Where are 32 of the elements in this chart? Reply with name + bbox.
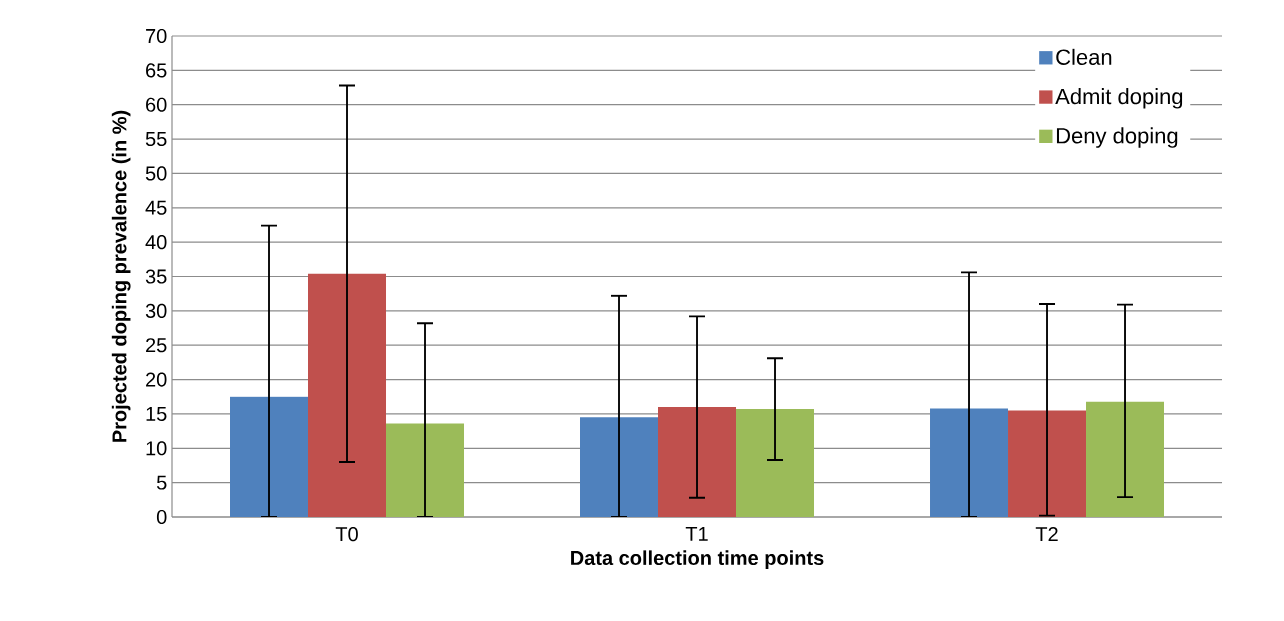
x-tick-label: T0 xyxy=(335,527,358,542)
y-tick-label: 10 xyxy=(146,441,167,456)
y-tick-label: 50 xyxy=(145,166,167,181)
y-tick-label: 35 xyxy=(145,269,167,284)
y-tick-label: 60 xyxy=(146,97,167,112)
bar xyxy=(658,407,737,517)
y-tick-label: 0 xyxy=(156,509,167,525)
legend-label: Deny doping xyxy=(1056,127,1178,148)
y-tick-label: 20 xyxy=(146,372,167,387)
legend-label: Clean xyxy=(1056,48,1112,65)
x-axis-title: Data collection time points xyxy=(571,550,824,569)
bar xyxy=(580,417,659,517)
bar xyxy=(386,423,465,517)
y-tick-label: 55 xyxy=(145,132,167,147)
bar xyxy=(736,409,815,517)
bar xyxy=(930,408,1009,517)
y-tick-label: 5 xyxy=(156,475,167,490)
bar xyxy=(230,396,309,517)
y-tick-label: 45 xyxy=(145,200,167,215)
y-tick-label: 40 xyxy=(145,235,167,250)
y-tick-label: 65 xyxy=(146,63,167,78)
bar xyxy=(308,273,387,517)
y-tick-label: 30 xyxy=(145,303,167,318)
x-tick-label: T1 xyxy=(685,527,708,541)
x-tick-label: T2 xyxy=(1035,527,1058,542)
bar xyxy=(1086,401,1165,517)
y-axis-title: Projected doping prevalence (in %) xyxy=(111,110,131,442)
bar xyxy=(1008,410,1087,517)
y-tick-label: 70 xyxy=(146,28,167,44)
y-tick-label: 15 xyxy=(146,406,167,421)
y-tick-label: 25 xyxy=(146,338,167,353)
legend-label: Admit doping xyxy=(1055,88,1183,109)
